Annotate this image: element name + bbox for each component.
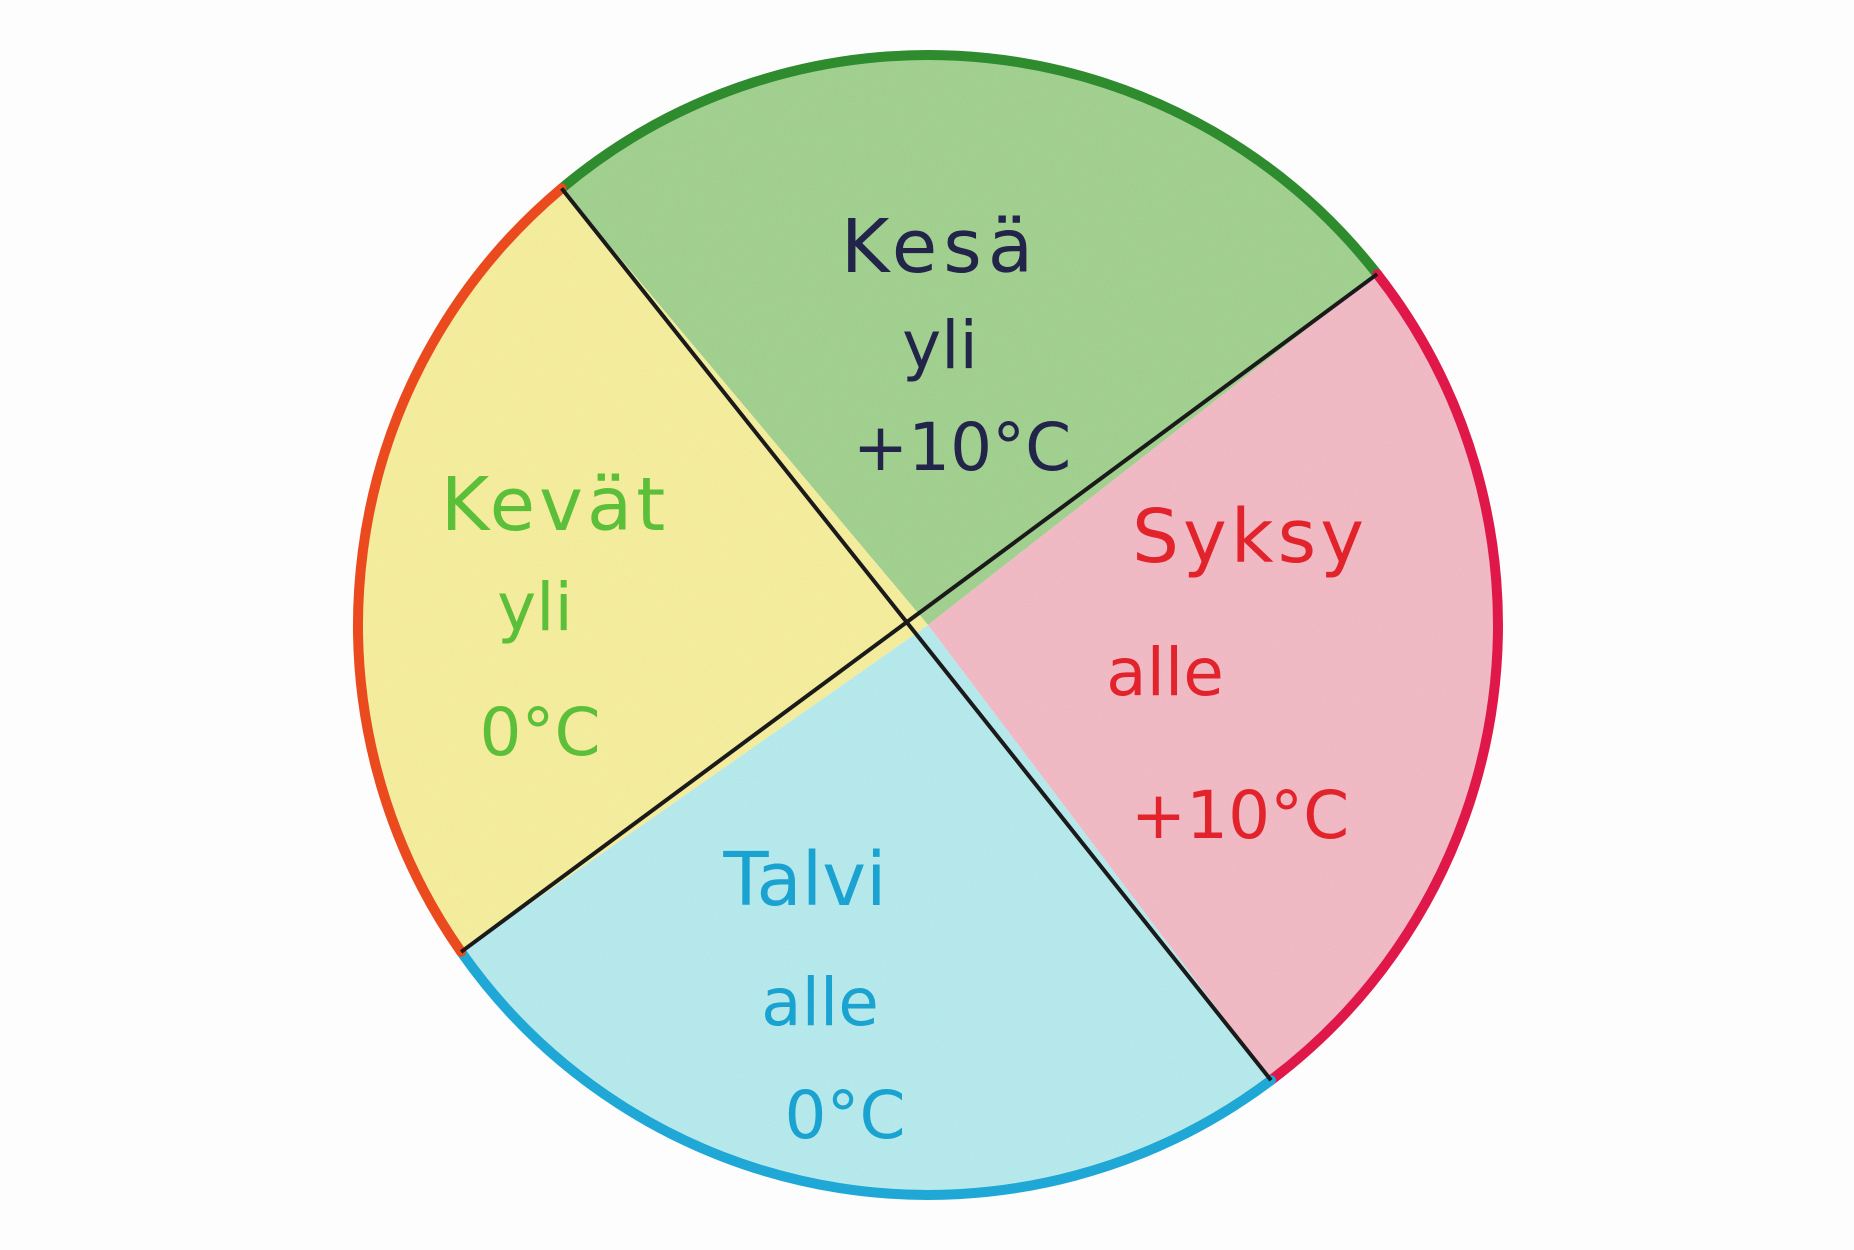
season-threshold-syksy: +10°C	[1131, 777, 1349, 854]
season-threshold-kesa: +10°C	[853, 409, 1071, 486]
sector-kevat	[358, 188, 928, 952]
season-threshold-kevat: 0°C	[479, 694, 600, 771]
season-name-syksy: Syksy	[1132, 494, 1368, 580]
rim-arc-talvi	[456, 946, 1276, 1200]
season-name-kesa: Kesä	[841, 204, 1039, 290]
sector-kesa	[561, 55, 1378, 625]
divider-line-diagonal-2	[459, 272, 1379, 954]
season-relation-kesa: yli	[902, 307, 978, 384]
season-name-kevat: Kevät	[441, 462, 670, 548]
rim-arc-syksy	[1266, 269, 1503, 1086]
season-relation-talvi: alle	[761, 964, 879, 1041]
season-name-talvi: Talvi	[722, 837, 886, 923]
sector-talvi	[461, 625, 1272, 1195]
rim-arc-kevat	[353, 183, 567, 957]
season-threshold-talvi: 0°C	[784, 1077, 905, 1154]
label-group-kevat: Kevät yli 0°C	[441, 462, 670, 771]
divider-line-diagonal-1	[560, 187, 1273, 1082]
sector-syksy	[928, 274, 1498, 1081]
season-relation-syksy: alle	[1106, 634, 1224, 711]
label-group-talvi: Talvi alle 0°C	[722, 837, 905, 1154]
label-group-syksy: Syksy alle +10°C	[1106, 494, 1368, 854]
season-relation-kevat: yli	[497, 569, 573, 646]
rim-arc-kesa	[556, 50, 1383, 280]
label-group-kesa: Kesä yli +10°C	[841, 204, 1071, 486]
